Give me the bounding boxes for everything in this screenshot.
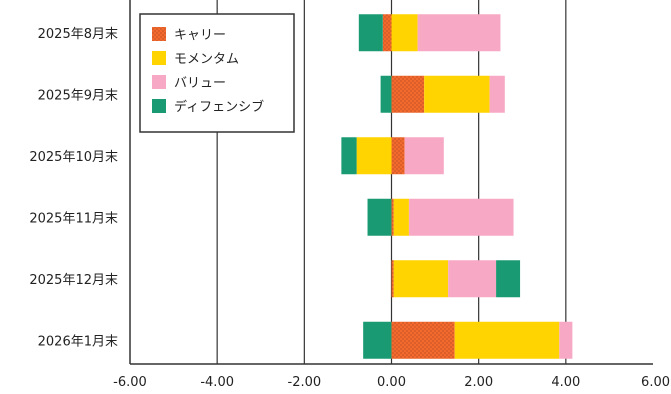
bar-segment-3-5 bbox=[448, 260, 497, 298]
bar-segment-2-6 bbox=[454, 321, 560, 359]
bar-segment-3-6 bbox=[559, 321, 573, 359]
bar-segment-1-5 bbox=[391, 260, 394, 298]
bar-segment-2-2 bbox=[424, 75, 490, 113]
x-tick-label: -4.00 bbox=[200, 375, 234, 390]
x-tick-label: 0.00 bbox=[377, 375, 406, 390]
bar-segment-4-2 bbox=[380, 75, 392, 113]
category-label: 2025年8月末 bbox=[38, 27, 118, 42]
bar-segment-3-1 bbox=[417, 14, 501, 52]
y-axis-category-labels: 2025年8月末 2025年9月末 2025年10月末 2025年11月末 2025年1… bbox=[29, 27, 118, 350]
legend-swatch bbox=[152, 99, 166, 113]
legend-label: キャリー bbox=[174, 28, 226, 43]
x-tick-label: 6.00 bbox=[641, 375, 670, 390]
x-axis-tick-labels: -6.00 -4.00 -2.00 0.00 2.00 4.00 6.00 bbox=[113, 375, 670, 390]
bar-segment-2-5 bbox=[393, 260, 449, 298]
x-tick-label: 4.00 bbox=[551, 375, 580, 390]
bar-segment-4-5 bbox=[496, 260, 521, 298]
bar-segment-1-2 bbox=[391, 75, 425, 113]
legend-label: ディフェンシブ bbox=[174, 99, 264, 115]
legend-swatch bbox=[152, 51, 166, 65]
category-label: 2025年11月末 bbox=[29, 211, 118, 226]
category-label: 2025年10月末 bbox=[29, 150, 118, 165]
bar-segment-4-3 bbox=[341, 137, 357, 175]
legend-label: モメンタム bbox=[174, 52, 239, 67]
bar-segment-4-6 bbox=[363, 321, 392, 359]
axes bbox=[129, 0, 653, 365]
bar-segment-2-1 bbox=[391, 14, 418, 52]
bar-segment-2-3 bbox=[356, 137, 392, 175]
bar-segment-1-6 bbox=[391, 321, 455, 359]
category-label: 2025年12月末 bbox=[29, 273, 118, 288]
legend-swatch bbox=[152, 27, 166, 41]
bar-segment-3-4 bbox=[408, 198, 514, 236]
bar-segment-4-4 bbox=[367, 198, 392, 236]
bar-segment-3-2 bbox=[489, 75, 505, 113]
legend-swatch bbox=[152, 75, 166, 89]
bar-segment-2-4 bbox=[393, 198, 409, 236]
x-tick-label: 2.00 bbox=[464, 375, 493, 390]
category-label: 2025年9月末 bbox=[38, 88, 118, 103]
bar-segment-3-3 bbox=[404, 137, 444, 175]
grid-lines bbox=[216, 0, 567, 364]
x-tick-label: -2.00 bbox=[288, 375, 322, 390]
category-label: 2026年1月末 bbox=[38, 334, 118, 349]
legend-label: バリュー bbox=[174, 76, 226, 91]
bar-segment-1-1 bbox=[382, 14, 392, 52]
bar-segment-1-4 bbox=[391, 198, 394, 236]
bar-segment-4-1 bbox=[358, 14, 383, 52]
bars bbox=[341, 14, 573, 359]
bar-segment-1-3 bbox=[391, 137, 405, 175]
x-tick-label: -6.00 bbox=[113, 375, 147, 390]
